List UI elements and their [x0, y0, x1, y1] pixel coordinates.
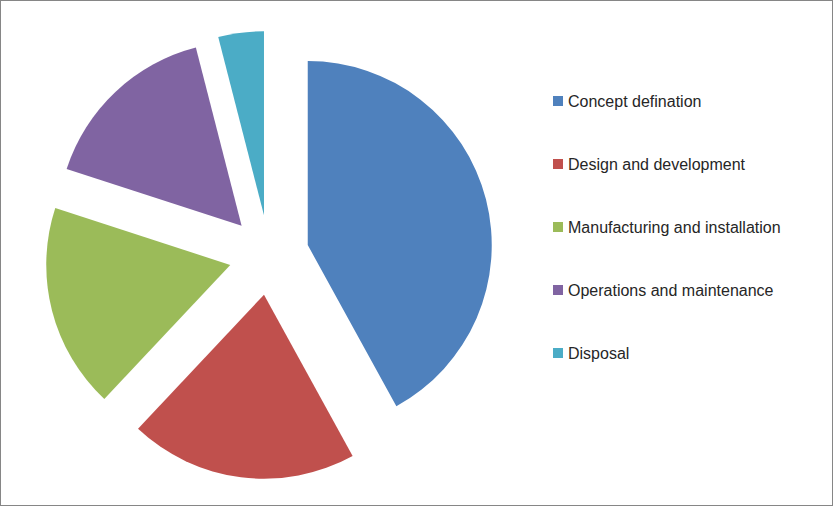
legend-swatch: [553, 159, 563, 169]
legend-label: Design and development: [568, 152, 783, 177]
legend-swatch: [553, 285, 563, 295]
pie-slice: [67, 48, 242, 226]
pie-slice: [308, 61, 492, 406]
pie-plot: [1, 1, 832, 505]
legend-swatch: [553, 348, 563, 358]
slices: [46, 31, 491, 478]
legend-swatch: [553, 96, 563, 106]
pie-slice: [46, 208, 230, 399]
chart-frame: Concept defination Design and development…: [0, 0, 833, 506]
legend-label: Manufacturing and installation: [568, 215, 783, 240]
legend-label: Disposal: [568, 341, 783, 366]
legend-label: Operations and maintenance: [568, 278, 783, 303]
pie-slice: [218, 31, 264, 215]
legend-swatch: [553, 222, 563, 232]
legend-label: Concept defination: [568, 89, 783, 114]
